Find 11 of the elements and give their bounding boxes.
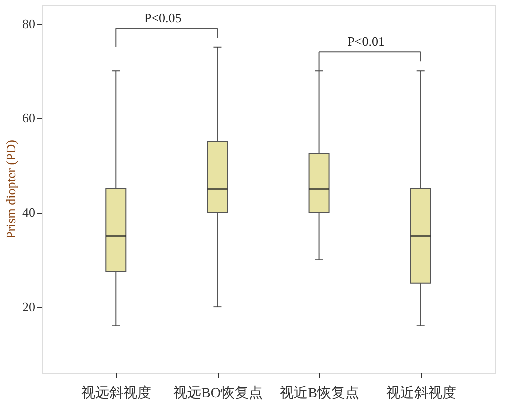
y-tick-label: 40 xyxy=(22,205,36,220)
y-axis-title: Prism diopter (PD) xyxy=(4,140,18,239)
y-tick-label: 80 xyxy=(22,16,36,32)
annotation: P<0.05 xyxy=(144,10,182,26)
y-tick-label: 20 xyxy=(22,299,36,314)
x-tick-label: 视近B恢复点 xyxy=(280,386,360,402)
x-tick-label: 视近斜视度 xyxy=(386,386,456,402)
annotation: P<0.01 xyxy=(348,34,385,50)
x-tick-label: 视远斜视度 xyxy=(82,386,152,402)
y-tick-label: 60 xyxy=(22,110,36,126)
x-tick-label: 视远BO恢复点 xyxy=(173,386,263,402)
